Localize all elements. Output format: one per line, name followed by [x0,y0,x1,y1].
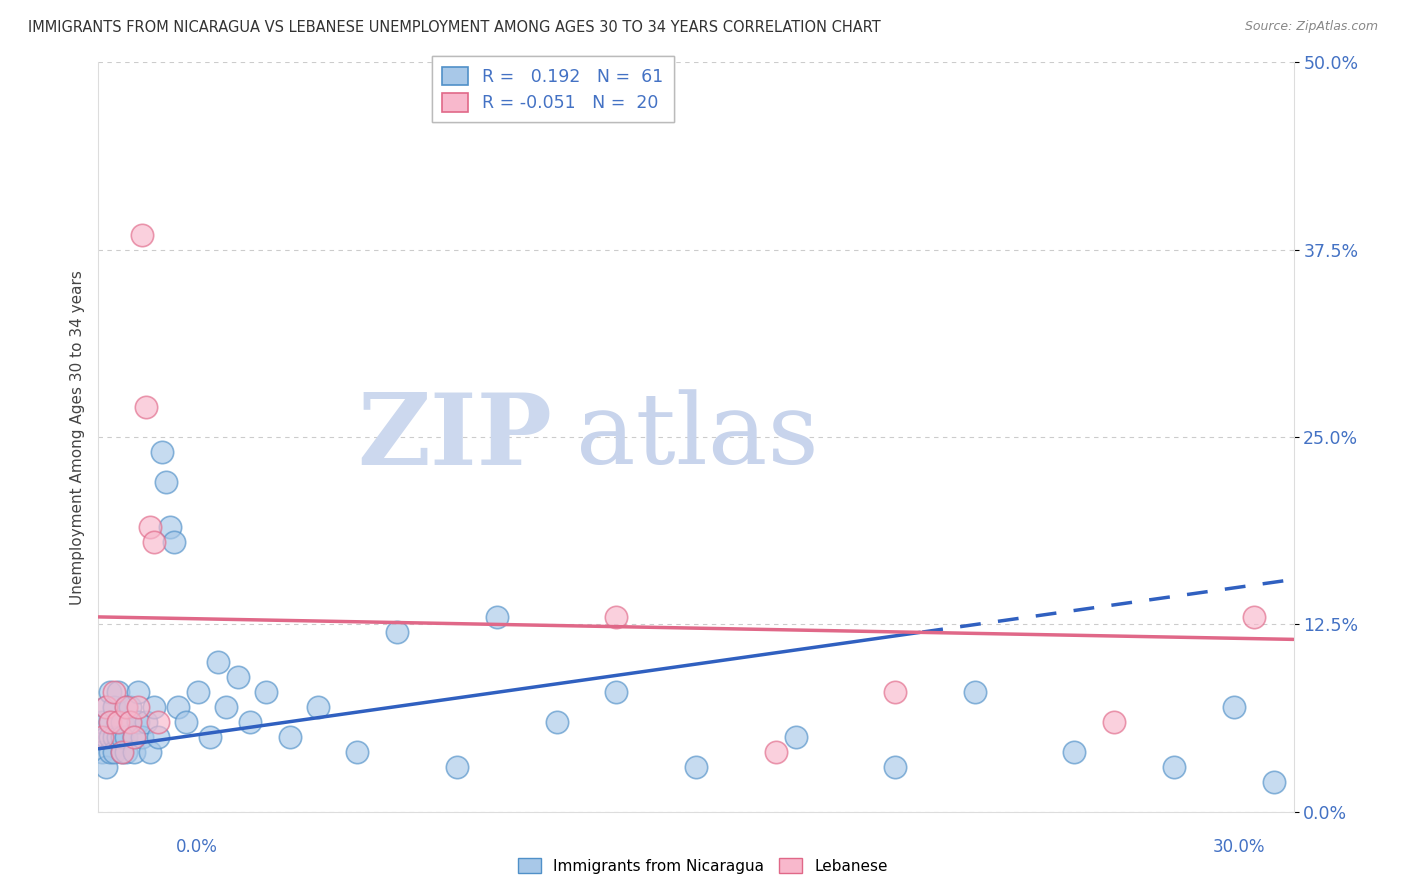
Point [135,714,157,729]
Point [785,730,807,744]
Point [98,714,122,729]
Point [120,714,142,729]
Point [1163,760,1185,774]
Point [111,714,134,729]
Point [174,714,197,729]
Point [546,714,568,729]
Point [685,760,707,774]
Point [148,714,170,729]
Point [131,227,153,242]
Point [139,745,162,759]
Point [91,730,114,744]
Point [124,730,146,744]
Point [111,745,134,759]
Point [107,730,129,744]
Point [115,699,138,714]
Point [107,714,129,729]
Point [167,699,190,714]
Point [215,699,238,714]
Point [115,730,138,744]
Point [111,730,134,744]
Point [605,685,627,699]
Point [98,745,122,759]
Point [446,760,468,774]
Point [963,685,986,699]
Point [98,730,122,744]
Point [207,655,229,669]
Point [111,745,134,759]
Point [127,714,149,729]
Y-axis label: Unemployment Among Ages 30 to 34 years: Unemployment Among Ages 30 to 34 years [69,269,84,605]
Point [139,520,162,534]
Point [605,610,627,624]
Point [131,730,153,744]
Point [884,685,907,699]
Text: 0.0%: 0.0% [176,838,218,855]
Point [115,745,138,759]
Point [765,745,787,759]
Text: ZIP: ZIP [357,389,553,485]
Point [163,535,186,549]
Point [278,730,301,744]
Point [103,730,125,744]
Point [96,699,118,714]
Text: atlas: atlas [576,389,820,485]
Point [103,699,125,714]
Point [239,714,262,729]
Point [1263,774,1285,789]
Point [143,535,166,549]
Legend: Immigrants from Nicaragua, Lebanese: Immigrants from Nicaragua, Lebanese [512,852,894,880]
Point [120,699,142,714]
Point [115,699,138,714]
Point [155,475,177,489]
Text: Source: ZipAtlas.com: Source: ZipAtlas.com [1244,20,1378,33]
Point [143,699,166,714]
Point [1223,699,1246,714]
Point [124,730,146,744]
Point [96,760,118,774]
Point [107,685,129,699]
Point [103,685,125,699]
Point [346,745,368,759]
Point [385,624,409,639]
Point [120,714,142,729]
Point [148,730,170,744]
Text: IMMIGRANTS FROM NICARAGUA VS LEBANESE UNEMPLOYMENT AMONG AGES 30 TO 34 YEARS COR: IMMIGRANTS FROM NICARAGUA VS LEBANESE UN… [28,20,882,35]
Point [150,445,173,459]
Text: 30.0%: 30.0% [1213,838,1265,855]
Point [96,699,118,714]
Point [107,714,129,729]
Point [884,760,907,774]
Point [91,714,114,729]
Point [127,699,149,714]
Point [198,730,221,744]
Point [91,745,114,759]
Point [254,685,277,699]
Point [485,610,508,624]
Point [103,745,125,759]
Point [1243,610,1265,624]
Point [135,400,157,414]
Point [187,685,209,699]
Point [96,730,118,744]
Point [1063,745,1085,759]
Point [127,685,149,699]
Point [98,685,122,699]
Point [98,714,122,729]
Point [124,745,146,759]
Point [307,699,329,714]
Legend: R =   0.192   N =  61, R = -0.051   N =  20: R = 0.192 N = 61, R = -0.051 N = 20 [432,56,673,122]
Point [226,670,249,684]
Point [1104,714,1126,729]
Point [159,520,181,534]
